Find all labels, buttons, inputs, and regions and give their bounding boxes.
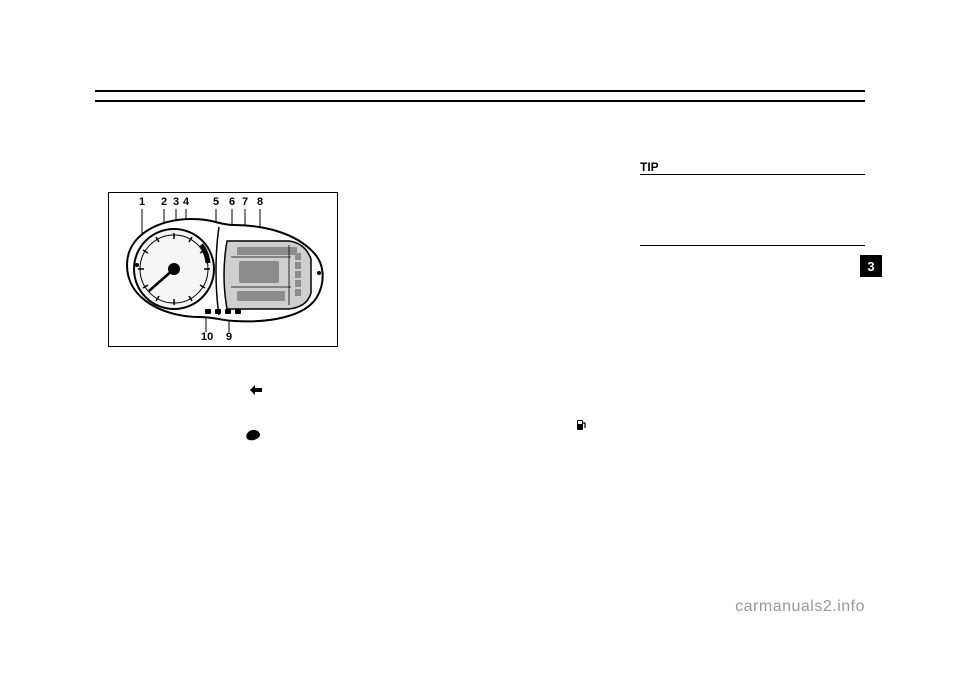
tip-rule-bottom bbox=[640, 245, 865, 246]
tip-rule-top bbox=[640, 174, 865, 175]
instrument-cluster-drawing bbox=[119, 213, 329, 328]
manual-page: TIP 3 1 2 3 4 5 6 7 8 bbox=[0, 0, 960, 679]
callout-10: 10 bbox=[201, 331, 213, 343]
figure-callouts-bottom: 10 9 bbox=[109, 327, 337, 343]
section-tab-number: 3 bbox=[867, 259, 874, 274]
oil-indicator-icon bbox=[245, 428, 261, 441]
section-tab: 3 bbox=[860, 255, 882, 277]
lcd-panel bbox=[224, 241, 311, 309]
header-rule-top bbox=[95, 90, 865, 92]
source-watermark: carmanuals2.info bbox=[735, 598, 865, 616]
instrument-cluster-figure: 1 2 3 4 5 6 7 8 bbox=[108, 192, 338, 347]
tip-callout: TIP bbox=[640, 160, 865, 246]
callout-9: 9 bbox=[226, 331, 232, 343]
turn-signal-icon bbox=[250, 385, 262, 395]
header-rule-bottom bbox=[95, 100, 865, 102]
fuel-pump-icon bbox=[576, 419, 586, 431]
tachometer-dial bbox=[134, 229, 214, 309]
gauge-svg bbox=[119, 213, 329, 328]
